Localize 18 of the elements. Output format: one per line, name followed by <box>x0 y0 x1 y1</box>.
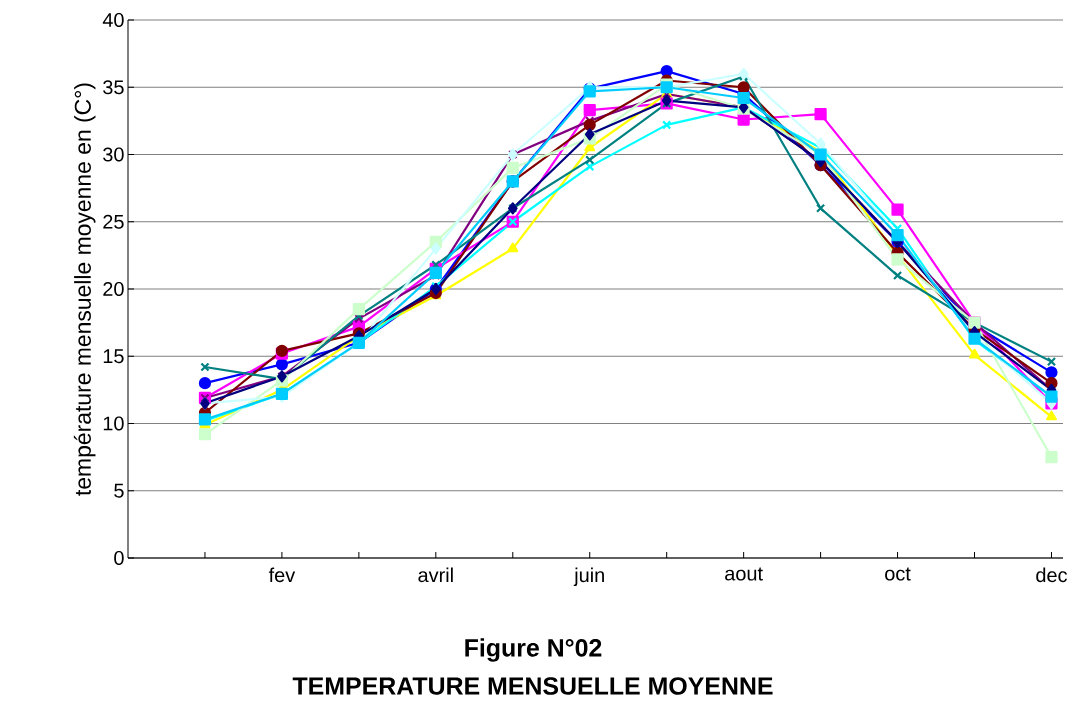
x-tick-label: juin <box>573 567 604 587</box>
x-tick-label: aout <box>725 567 763 581</box>
y-axis-title: température mensuelle moyenne en (C°) <box>73 83 96 496</box>
y-tick-label: 5 <box>114 483 124 498</box>
y-tick-label: 20 <box>103 281 124 297</box>
y-tick-label: 10 <box>103 416 124 431</box>
y-tick-label: 40 <box>102 12 124 28</box>
y-tick-label: 15 <box>103 349 124 364</box>
text: TEMPERATURE MENSUELLE MOYENNE <box>292 677 773 695</box>
text: Figure N°02 <box>465 638 602 662</box>
y-tick-label: 25 <box>103 214 124 229</box>
x-tick-label: fev <box>268 567 296 583</box>
y-tick-label: 30 <box>103 147 124 162</box>
y-tick-label: 35 <box>103 80 124 95</box>
x-tick-label: avril <box>418 567 453 583</box>
x-tick-label: dec <box>1036 567 1067 583</box>
y-tick-label: 0 <box>114 550 124 566</box>
x-tick-label: oct <box>885 567 911 581</box>
